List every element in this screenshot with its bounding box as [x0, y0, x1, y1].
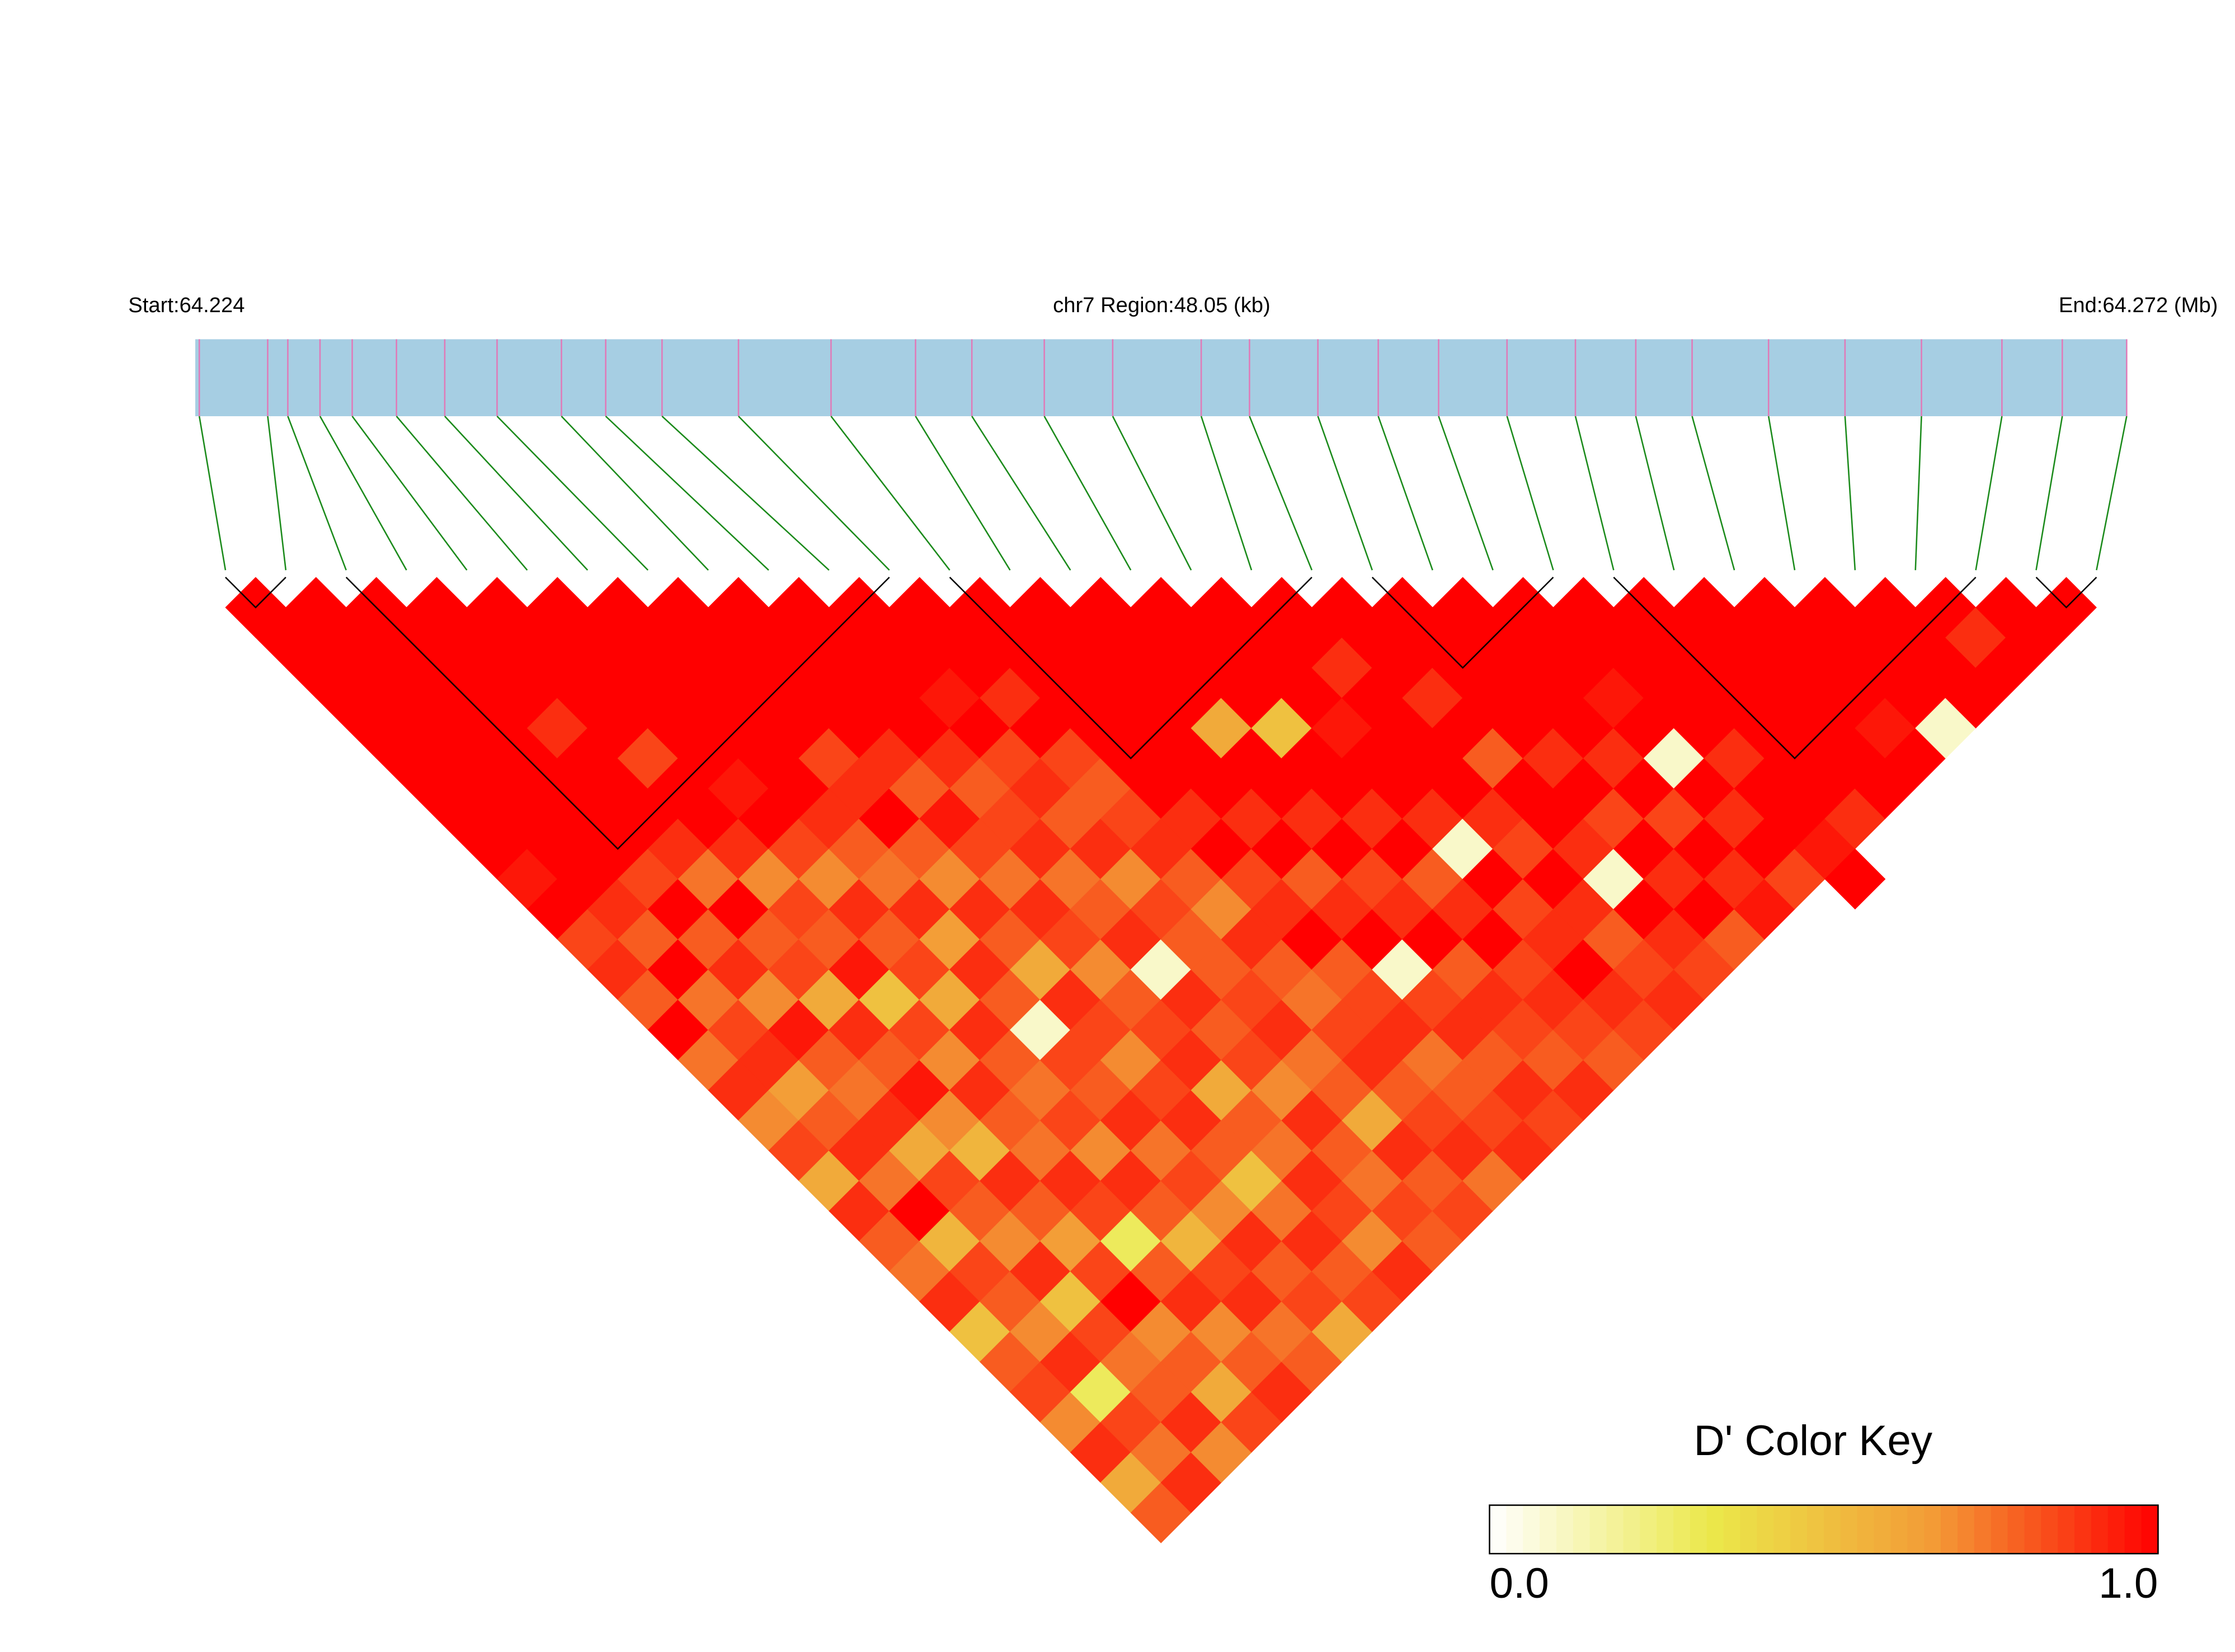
color-key-swatch [2124, 1505, 2142, 1554]
color-key-swatch [1907, 1505, 1925, 1554]
snp-link-line [971, 416, 1071, 571]
color-key-swatch [1941, 1505, 1959, 1554]
color-key-swatch [1757, 1505, 1775, 1554]
end-label: End:64.272 (Mb) [2059, 293, 2218, 317]
color-key-swatch [1489, 1505, 1507, 1554]
snp-link-line [605, 416, 769, 571]
color-key-swatch [1974, 1505, 1992, 1554]
snp-link-line [1635, 416, 1675, 571]
snp-link-line [1043, 416, 1132, 571]
snp-link-line [1691, 416, 1735, 571]
color-key-swatch [1857, 1505, 1875, 1554]
color-key-swatch [1723, 1505, 1741, 1554]
color-key-frame [1489, 1504, 2159, 1555]
color-key-swatch [2141, 1505, 2159, 1554]
snp-link-line [830, 416, 951, 571]
snp-link-line [1574, 416, 1615, 571]
color-key-swatch [1740, 1505, 1758, 1554]
snp-link-line [444, 416, 589, 571]
color-key-swatch [2007, 1505, 2025, 1554]
haplotype-block [949, 577, 1312, 760]
snp-link-line [1249, 416, 1313, 571]
color-key-title: D' Color Key [1694, 1417, 1933, 1465]
snp-link-line [2096, 416, 2128, 571]
color-key-swatch [1991, 1505, 2008, 1554]
color-key-swatch [2024, 1505, 2042, 1554]
start-label: Start:64.224 [128, 293, 244, 317]
color-key-swatch [1874, 1505, 1891, 1554]
snp-link-line [1506, 416, 1554, 571]
haplotype-block [1613, 577, 1977, 760]
color-key-label: 0.0 [1489, 1560, 1549, 1607]
color-key-swatch [1640, 1505, 1658, 1554]
snp-link-line [1317, 416, 1373, 571]
color-key-swatch [1924, 1505, 1942, 1554]
snp-link-line [396, 416, 528, 571]
color-key-swatch [2091, 1505, 2109, 1554]
color-key-swatch [1523, 1505, 1541, 1554]
snp-link-line [1844, 416, 1856, 571]
color-key-swatch [1790, 1505, 1808, 1554]
haplotype-block [225, 577, 286, 609]
color-key-swatch [1706, 1505, 1724, 1554]
color-key-swatch [1506, 1505, 1524, 1554]
snp-link-line [1975, 416, 2003, 571]
snp-link-line [198, 416, 227, 571]
color-key-swatch [1807, 1505, 1825, 1554]
color-key-swatch [2041, 1505, 2059, 1554]
color-key-swatch [1657, 1505, 1674, 1554]
color-key-swatch [2074, 1505, 2092, 1554]
color-key-swatch [1589, 1505, 1607, 1554]
color-key-swatch [1823, 1505, 1842, 1554]
region-label: chr7 Region:48.05 (kb) [1053, 293, 1271, 317]
snp-link-line [1112, 416, 1192, 571]
snp-link-line [738, 416, 890, 571]
color-key-swatch [2058, 1505, 2076, 1554]
color-key-label: 1.0 [2098, 1560, 2158, 1607]
color-key-swatch [1573, 1505, 1591, 1554]
color-key-swatch [1957, 1505, 1975, 1554]
color-key-swatch [1623, 1505, 1641, 1554]
snp-link-line [267, 416, 287, 571]
color-key-swatch [1673, 1505, 1691, 1554]
snp-link-line [1767, 416, 1796, 571]
snp-link-line [496, 416, 649, 571]
snp-link-line [915, 416, 1011, 571]
color-key-swatch [2107, 1505, 2125, 1554]
color-key-swatch [1690, 1505, 1708, 1554]
snp-link-line [351, 416, 468, 571]
color-key-swatch [1606, 1505, 1624, 1554]
color-key-swatch [1540, 1505, 1558, 1554]
haplotype-block [2035, 577, 2097, 609]
snp-link-line [1914, 416, 1922, 571]
position-bar [195, 339, 2127, 416]
snp-link-line [287, 416, 347, 571]
haplotype-block [1371, 577, 1554, 669]
color-key-swatch [1890, 1505, 1908, 1554]
snp-link-line [319, 416, 407, 571]
color-key-swatch [1840, 1505, 1858, 1554]
snp-link-line [561, 416, 709, 571]
color-key-swatch [1556, 1505, 1574, 1554]
snp-link-line [2035, 416, 2063, 571]
snp-link-line [1377, 416, 1433, 571]
snp-link-line [1438, 416, 1494, 571]
snp-link-line [661, 416, 830, 571]
haplotype-block [345, 577, 890, 850]
color-key-swatch [1773, 1505, 1791, 1554]
snp-link-line [1200, 416, 1253, 571]
ld-cell [1824, 848, 1886, 910]
